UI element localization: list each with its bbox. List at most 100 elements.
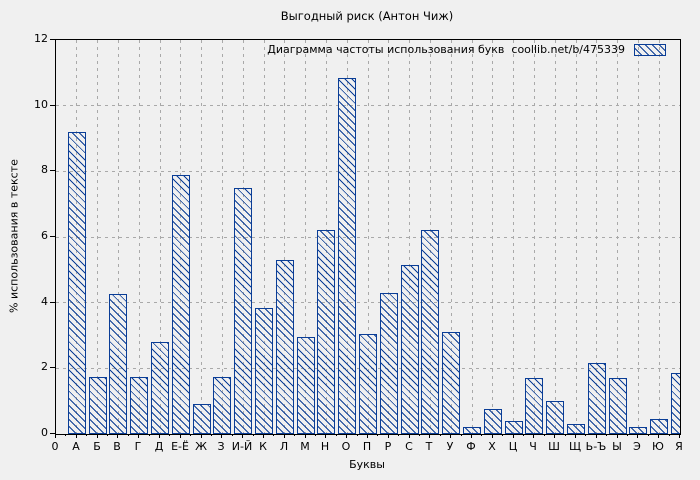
y-tick-label-2: 2: [41, 360, 48, 373]
plot-area: Диаграмма частоты использования букв coo…: [55, 39, 681, 435]
x-tick-minor: [565, 434, 566, 436]
gridline-x-Р: [388, 40, 390, 434]
bar-Н: [317, 230, 335, 434]
legend: Диаграмма частоты использования букв coo…: [267, 43, 666, 56]
gridline-x-У: [450, 40, 452, 434]
x-tick-major: [596, 434, 597, 438]
x-tick-major: [637, 434, 638, 438]
y-tick-label-6: 6: [41, 229, 48, 242]
x-tick-major: [55, 434, 56, 438]
gridline-x-Ш: [554, 40, 556, 434]
y-tick-label-0: 0: [41, 426, 48, 439]
x-tick-major: [221, 434, 222, 438]
x-tick-minor: [419, 434, 420, 436]
x-tick-minor: [128, 434, 129, 436]
x-tick-minor: [273, 434, 274, 436]
x-tick-label-У: У: [446, 440, 454, 453]
x-tick-label-В: В: [113, 440, 121, 453]
x-tick-major: [533, 434, 534, 438]
x-tick-minor: [544, 434, 545, 436]
bar-Е-Ё: [172, 175, 190, 434]
bar-В: [109, 294, 127, 434]
x-tick-label-Ф: Ф: [466, 440, 476, 453]
x-tick-label-Ж: Ж: [195, 440, 207, 453]
x-tick-minor: [294, 434, 295, 436]
x-tick-label-Е-Ё: Е-Ё: [171, 440, 189, 453]
x-tick-major: [388, 434, 389, 438]
x-tick-major: [367, 434, 368, 438]
legend-label: Диаграмма частоты использования букв coo…: [267, 43, 625, 56]
x-tick-minor: [502, 434, 503, 436]
x-tick-minor: [65, 434, 66, 436]
gridline-x-Л: [284, 40, 286, 434]
gridline-x-Х: [492, 40, 494, 434]
x-tick-label-origin: 0: [51, 440, 59, 453]
gridline-x-Ю: [658, 40, 660, 434]
x-tick-label-Щ: Щ: [568, 440, 582, 453]
bar-Х: [484, 409, 502, 434]
x-tick-minor: [336, 434, 337, 436]
bar-Г: [130, 377, 148, 434]
x-tick-label-О: О: [341, 440, 351, 453]
x-tick-minor: [253, 434, 254, 436]
y-tick-major: [50, 39, 55, 40]
bar-Р: [380, 293, 398, 434]
x-tick-major: [242, 434, 243, 438]
x-tick-label-Э: Э: [633, 440, 641, 453]
bar-Ж: [193, 404, 211, 434]
x-tick-minor: [190, 434, 191, 436]
x-tick-major: [138, 434, 139, 438]
gridline-x-В: [117, 40, 119, 434]
bar-Д: [151, 342, 169, 434]
x-tick-major: [513, 434, 514, 438]
x-tick-minor: [149, 434, 150, 436]
bar-Ю: [650, 419, 668, 434]
x-tick-label-К: К: [259, 440, 267, 453]
x-tick-minor: [606, 434, 607, 436]
x-tick-major: [679, 434, 680, 438]
y-tick-label-10: 10: [34, 98, 48, 111]
gridline-x-Щ: [575, 40, 577, 434]
y-tick-major: [50, 433, 55, 434]
gridline-x-Э: [637, 40, 639, 434]
gridline-x-З: [221, 40, 223, 434]
x-tick-label-Х: Х: [488, 440, 496, 453]
x-tick-minor: [585, 434, 586, 436]
legend-swatch-hatch-icon: [634, 43, 666, 56]
x-tick-major: [617, 434, 618, 438]
x-tick-minor: [86, 434, 87, 436]
y-tick-major: [50, 236, 55, 237]
x-tick-minor: [648, 434, 649, 436]
bar-Я: [671, 373, 680, 434]
gridline-x-Ф: [471, 40, 473, 434]
x-tick-minor: [669, 434, 670, 436]
x-tick-minor: [107, 434, 108, 436]
x-tick-label-З: З: [217, 440, 225, 453]
gridline-x-Ы: [617, 40, 619, 434]
gridline-x-С: [409, 40, 411, 434]
x-tick-minor: [377, 434, 378, 436]
x-tick-label-Ц: Ц: [508, 440, 518, 453]
x-tick-label-М: М: [300, 440, 310, 453]
x-tick-minor: [398, 434, 399, 436]
bar-Ы: [609, 378, 627, 434]
chart-title: Выгодный риск (Антон Чиж): [280, 9, 454, 23]
gridline-x-Ч: [533, 40, 535, 434]
x-tick-label-И-Й: И-Й: [231, 440, 253, 453]
gridline-x-П: [367, 40, 369, 434]
x-tick-label-П: П: [362, 440, 372, 453]
gridline-x-Г: [138, 40, 140, 434]
x-tick-major: [429, 434, 430, 438]
x-tick-minor: [357, 434, 358, 436]
x-tick-major: [76, 434, 77, 438]
bar-У: [442, 332, 460, 434]
x-tick-major: [554, 434, 555, 438]
x-tick-major: [159, 434, 160, 438]
x-tick-minor: [481, 434, 482, 436]
x-tick-major: [658, 434, 659, 438]
bar-П: [359, 334, 377, 434]
x-tick-minor: [461, 434, 462, 436]
y-tick-label-4: 4: [41, 295, 48, 308]
bar-Ц: [505, 421, 523, 434]
